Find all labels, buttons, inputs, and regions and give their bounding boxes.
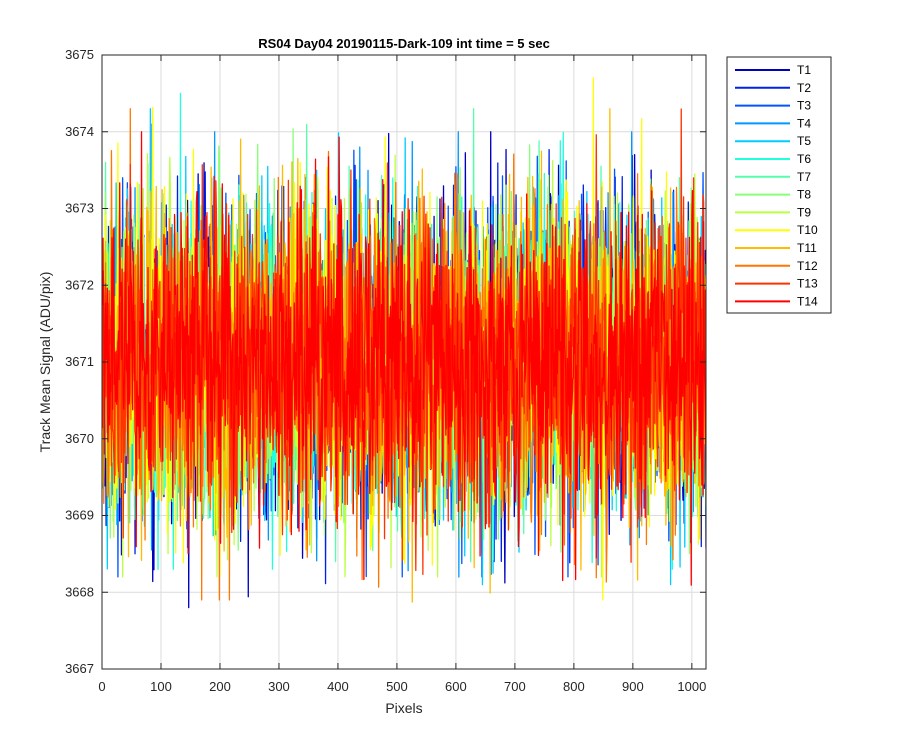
y-tick-label: 3667 [65, 661, 94, 676]
legend-label-t3: T3 [797, 99, 811, 113]
y-tick-label: 3675 [65, 47, 94, 62]
legend-label-t5: T5 [797, 134, 811, 148]
series-layer [102, 77, 706, 609]
legend-box [726, 56, 832, 314]
x-tick-label: 400 [327, 679, 349, 694]
x-tick-label: 500 [386, 679, 408, 694]
legend-label-t7: T7 [797, 170, 811, 184]
legend-label-t6: T6 [797, 152, 811, 166]
x-tick-label: 800 [563, 679, 585, 694]
x-tick-label: 600 [445, 679, 467, 694]
legend-label-t12: T12 [797, 259, 818, 273]
legend-label-t4: T4 [797, 116, 811, 130]
chart-title: RS04 Day04 20190115-Dark-109 int time = … [258, 36, 550, 51]
x-tick-label: 100 [150, 679, 172, 694]
legend-label-t1: T1 [797, 63, 811, 77]
y-tick-label: 3674 [65, 124, 94, 139]
legend-label-t14: T14 [797, 294, 818, 308]
legend-label-t2: T2 [797, 81, 811, 95]
series-line-t13 [102, 108, 706, 576]
x-tick-label: 200 [209, 679, 231, 694]
legend-label-t13: T13 [797, 277, 818, 291]
x-tick-label: 900 [622, 679, 644, 694]
y-tick-label: 3670 [65, 431, 94, 446]
x-tick-label: 1000 [677, 679, 706, 694]
y-tick-label: 3672 [65, 277, 94, 292]
y-tick-label: 3671 [65, 354, 94, 369]
y-axis-label: Track Mean Signal (ADU/pix) [37, 272, 53, 453]
legend-label-t8: T8 [797, 188, 811, 202]
series-line-t14 [102, 131, 706, 586]
y-tick-label: 3673 [65, 201, 94, 216]
legend-label-t10: T10 [797, 223, 818, 237]
legend: T1 T2 T3 T4 T5 T6 T7 T8 T9 T10 T11 T12 T13 T14 [726, 56, 832, 314]
legend-label-t9: T9 [797, 205, 811, 219]
legend-label-t11: T11 [797, 241, 817, 255]
y-tick-label: 3669 [65, 508, 94, 523]
x-tick-label: 0 [98, 679, 105, 694]
y-tick-label: 3668 [65, 584, 94, 599]
axis-ticks: 0 100 200 300 400 500 600 700 800 900 1000 3667 3668… [65, 47, 706, 694]
x-tick-label: 300 [268, 679, 290, 694]
x-axis-label: Pixels [385, 700, 422, 716]
x-tick-label: 700 [504, 679, 526, 694]
